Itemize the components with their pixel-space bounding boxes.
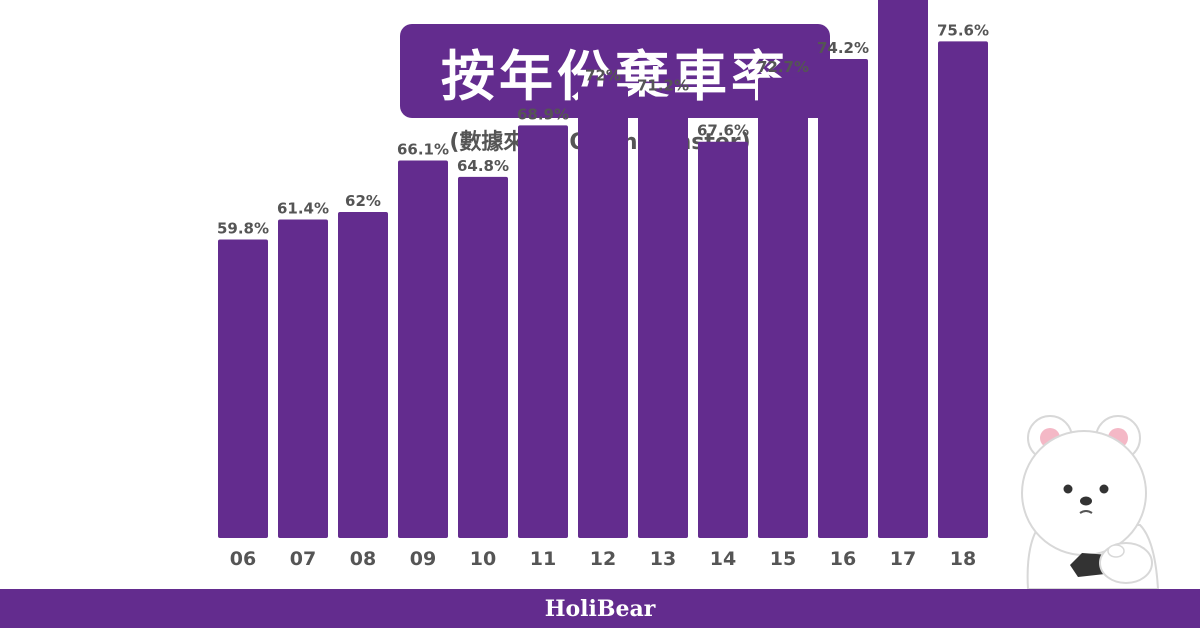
category-label-15: 15	[770, 548, 796, 570]
category-label-11: 11	[530, 548, 556, 570]
category-label-12: 12	[590, 548, 616, 570]
bar-15	[758, 77, 808, 539]
bar-11	[518, 125, 568, 539]
value-label-16: 74.2%	[817, 39, 869, 57]
value-label-08: 62%	[345, 192, 381, 210]
value-label-07: 61.4%	[277, 199, 329, 217]
bar-08	[338, 211, 388, 538]
value-label-06: 59.8%	[217, 220, 269, 238]
bar-16	[818, 58, 868, 539]
bar-12	[578, 86, 628, 538]
category-label-14: 14	[710, 548, 736, 570]
category-label-09: 09	[410, 548, 436, 570]
category-label-13: 13	[650, 548, 676, 570]
bar-09	[398, 160, 448, 538]
bar-13	[638, 96, 688, 538]
value-label-11: 68.9%	[517, 105, 569, 123]
footer-bar: HoliBear	[0, 589, 1200, 628]
value-label-12: 72%	[585, 67, 621, 85]
title-banner: 按年份棄車率	[400, 24, 830, 118]
bar-chart: 59.8% 06 61.4% 07 62% 08 66.1% 09 64.8% 10 68.9% 11…	[217, 0, 989, 570]
bar-14	[698, 141, 748, 538]
value-label-10: 64.8%	[457, 157, 509, 175]
value-label-18: 75.6%	[937, 21, 989, 39]
category-label-17: 17	[890, 548, 916, 570]
polar-bear-mascot-icon	[1021, 415, 1160, 589]
holibear-logo: HoliBear	[544, 595, 656, 622]
bar-17	[878, 0, 928, 538]
value-label-15: 72.7%	[757, 58, 809, 76]
category-label-06: 06	[230, 548, 256, 570]
category-label-16: 16	[830, 548, 856, 570]
category-label-10: 10	[470, 548, 496, 570]
value-label-09: 66.1%	[397, 141, 449, 159]
category-label-07: 07	[290, 548, 316, 570]
bar-07	[278, 219, 328, 538]
bar-18	[938, 41, 988, 538]
bar-06	[218, 239, 268, 538]
category-label-18: 18	[950, 548, 976, 570]
category-label-08: 08	[350, 548, 376, 570]
bar-10	[458, 176, 508, 538]
value-label-13: 71.2%	[637, 77, 689, 95]
value-label-14: 67.6%	[697, 122, 749, 140]
